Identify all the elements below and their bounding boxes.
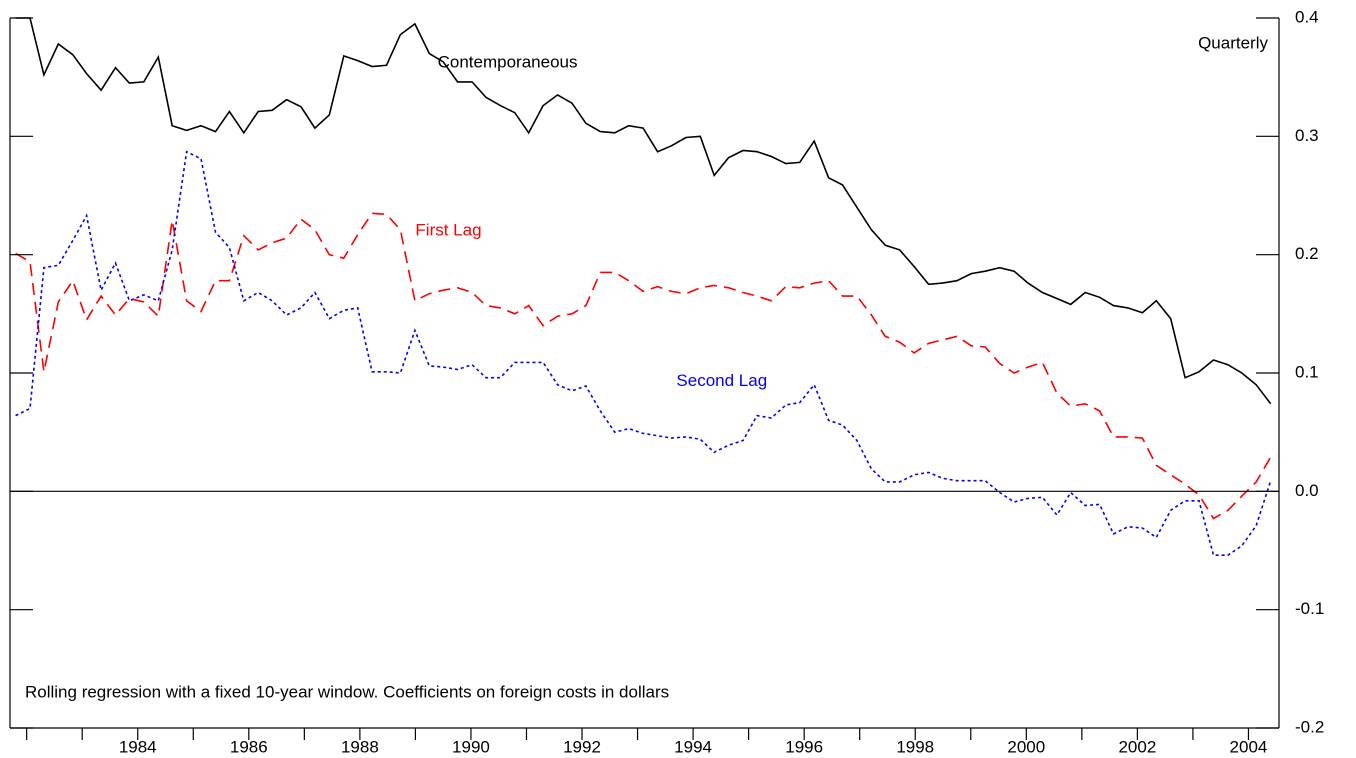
y-tick-label: 0.0 [1295,481,1319,500]
y-tick-label: 0.2 [1295,244,1319,263]
x-tick-label: 1996 [785,737,823,756]
y-tick-label: 0.3 [1295,126,1319,145]
series-line [15,17,1272,405]
y-tick-label: 0.4 [1295,7,1319,26]
y-tick-label: -0.2 [1295,717,1324,736]
series-label: Second Lag [676,371,767,390]
series-line [15,212,1272,520]
x-tick-label: 2002 [1118,737,1156,756]
x-tick-label: 2000 [1007,737,1045,756]
note: Rolling regression with a fixed 10-year … [25,682,669,701]
annotation: Quarterly [1198,33,1268,52]
y-tick-label: 0.1 [1295,362,1319,381]
series-label: Contemporaneous [438,52,578,71]
y-tick-label: -0.1 [1295,599,1324,618]
x-tick-label: 1998 [896,737,934,756]
x-tick-label: 1990 [452,737,490,756]
x-tick-label: 1986 [230,737,268,756]
series-label: First Lag [415,220,481,239]
x-tick-label: 1992 [563,737,601,756]
x-tick-label: 1994 [674,737,712,756]
x-tick-label: 2004 [1230,737,1268,756]
plot-area [15,17,1272,556]
series-line [15,150,1272,556]
x-tick-label: 1988 [341,737,379,756]
x-tick-label: 1984 [119,737,157,756]
